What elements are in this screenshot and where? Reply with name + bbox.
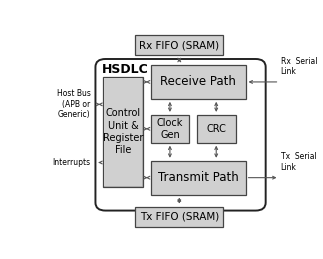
Bar — [103, 77, 143, 187]
Bar — [197, 115, 236, 143]
FancyBboxPatch shape — [96, 59, 266, 211]
Text: Tx  Serial
Link: Tx Serial Link — [281, 152, 317, 172]
Bar — [151, 161, 246, 195]
Text: Interrupts: Interrupts — [52, 158, 90, 167]
Text: Control
Unit &
Register
File: Control Unit & Register File — [103, 108, 143, 155]
Text: HSDLC: HSDLC — [102, 63, 149, 76]
Text: Clock
Gen: Clock Gen — [157, 118, 183, 140]
Text: Tx FIFO (SRAM): Tx FIFO (SRAM) — [140, 212, 219, 221]
Text: Host Bus
(APB or
Generic): Host Bus (APB or Generic) — [57, 89, 90, 119]
Text: Rx FIFO (SRAM): Rx FIFO (SRAM) — [139, 40, 219, 50]
Text: CRC: CRC — [206, 124, 226, 134]
Text: Rx  Serial
Link: Rx Serial Link — [281, 56, 317, 76]
Text: Transmit Path: Transmit Path — [158, 171, 238, 184]
Bar — [151, 65, 246, 99]
Bar — [151, 115, 189, 143]
Bar — [136, 35, 223, 55]
Text: Receive Path: Receive Path — [160, 75, 236, 88]
Bar — [136, 207, 223, 227]
Bar — [104, 78, 142, 186]
